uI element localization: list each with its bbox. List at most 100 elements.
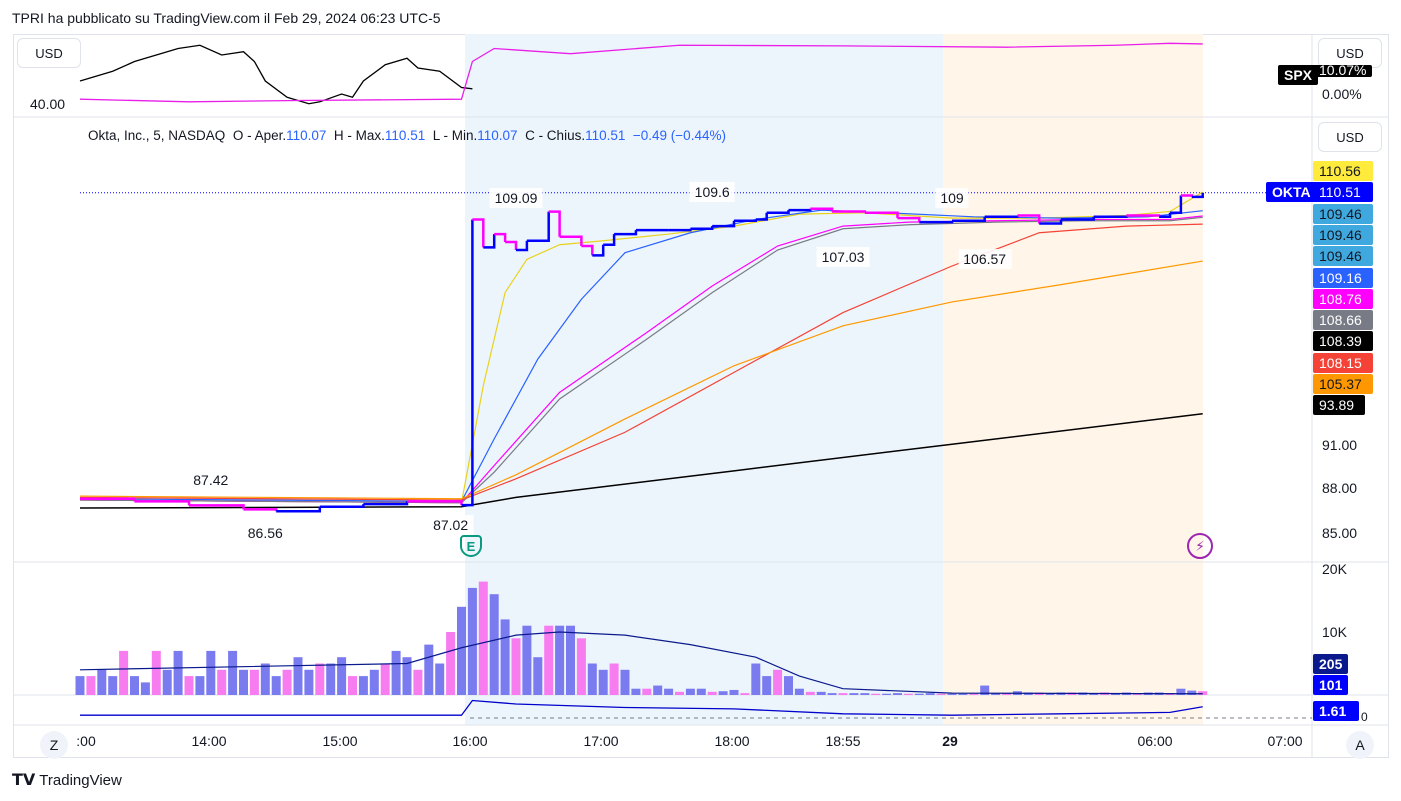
price-bar [984, 215, 1019, 219]
volume-bar [794, 688, 804, 695]
compare-currency-button[interactable]: USD [1318, 38, 1382, 68]
price-tick: 88.00 [1322, 480, 1358, 496]
volume-bar [696, 688, 706, 695]
volume-bar [664, 688, 674, 695]
legend-close: 110.51 [585, 128, 626, 143]
publish-header: TPRI ha pubblicato su TradingView.com il… [12, 10, 441, 26]
time-label: 16:00 [452, 733, 488, 749]
volume-bar [838, 693, 848, 695]
volume-bar [958, 693, 968, 695]
volume-bar [326, 663, 336, 695]
volume-bar [751, 663, 761, 695]
earnings-marker-icon[interactable]: E [460, 535, 482, 557]
volume-bar [555, 625, 565, 695]
volume-bar [457, 606, 466, 695]
volume-bar [991, 693, 1001, 695]
volume-bar [566, 625, 575, 695]
legend-high: 110.51 [384, 128, 426, 143]
compare-zero: 0.00% [1322, 86, 1362, 102]
volume-tick: 10K [1322, 624, 1347, 640]
volume-bar [337, 657, 347, 695]
time-label: 17:00 [583, 733, 619, 749]
price-bar [526, 211, 550, 242]
ma-gray-line [79, 216, 1203, 504]
compare-currency-left[interactable]: USD [17, 38, 81, 68]
volume-bar [1187, 690, 1197, 695]
price-annotation: 109.09 [489, 188, 543, 209]
price-annotation: 87.02 [428, 515, 474, 536]
volume-bar [533, 657, 543, 695]
volume-bar [271, 676, 281, 695]
a-button[interactable]: A [1346, 731, 1374, 759]
price-bar [243, 508, 278, 512]
volume-bar [1002, 693, 1011, 695]
volume-bar [936, 693, 946, 695]
time-label: 18:00 [714, 733, 750, 749]
volume-bar [108, 676, 118, 695]
time-label: 15:00 [322, 733, 358, 749]
volume-bar [773, 669, 783, 695]
price-bar [832, 210, 867, 213]
volume-bar [729, 689, 739, 695]
price-tag: 108.66 [1313, 310, 1373, 331]
volume-bar [315, 663, 325, 695]
volume-bar [424, 644, 434, 695]
volume-bar [75, 676, 85, 695]
spx-symbol-tag: SPX [1278, 65, 1319, 85]
volume-bar [239, 669, 248, 695]
ma-black-line [79, 413, 1203, 509]
price-tag: 105.37 [1313, 374, 1373, 394]
main-currency-button[interactable]: USD [1318, 122, 1382, 152]
volume-bar [217, 669, 227, 695]
price-tag: 109.16 [1313, 267, 1373, 288]
lightning-event-icon[interactable]: ⚡ [1187, 533, 1213, 559]
price-bar [897, 216, 921, 223]
volume-bar [609, 663, 619, 695]
tv-logo-icon: 𝗧𝗩 [12, 772, 36, 789]
price-bar [505, 240, 518, 251]
volume-bar [206, 650, 216, 695]
volume-bar [511, 638, 521, 695]
volume-bar [140, 682, 150, 695]
volume-bar [348, 676, 357, 695]
legend-high-label: H - Max. [333, 128, 385, 143]
volume-bar [195, 676, 205, 695]
time-label: 06:00 [1137, 733, 1173, 749]
volume-bar [282, 669, 292, 695]
tradingview-logo[interactable]: 𝗧𝗩 TradingView [12, 770, 122, 790]
indicator-line [80, 699, 1203, 716]
volume-bar [849, 693, 859, 695]
price-bar [1093, 215, 1128, 219]
price-bar [134, 500, 191, 506]
price-tick: 91.00 [1322, 437, 1358, 453]
price-bar [1180, 194, 1194, 197]
volume-bar [1176, 688, 1186, 695]
price-bar [755, 212, 768, 221]
price-tag: 109.46 [1313, 203, 1373, 224]
volume-bar [358, 676, 368, 695]
volume-bar [653, 685, 663, 695]
volume-bar [522, 625, 532, 695]
volume-bar [925, 693, 935, 695]
volume-bar [260, 663, 270, 695]
compare-left-value: 40.00 [30, 96, 66, 112]
price-bar [734, 219, 758, 223]
price-bar [1170, 195, 1183, 215]
price-bar [276, 506, 322, 513]
price-bar [1039, 219, 1063, 225]
legend-open: 110.07 [286, 128, 327, 143]
legend-low-label: L - Min. [432, 128, 478, 143]
volume-bar [707, 691, 717, 695]
okta-symbol-tag: OKTA [1266, 182, 1317, 202]
volume-bar [784, 676, 793, 695]
z-button[interactable]: Z [40, 731, 68, 759]
price-annotation: 86.56 [242, 523, 288, 544]
volume-bar [675, 691, 684, 695]
volume-bar [685, 688, 695, 695]
price-bar [581, 244, 594, 256]
price-bar [559, 235, 583, 247]
volume-bar [805, 691, 815, 695]
time-label: :00 [76, 733, 96, 749]
footer-brand: TradingView [39, 771, 122, 789]
